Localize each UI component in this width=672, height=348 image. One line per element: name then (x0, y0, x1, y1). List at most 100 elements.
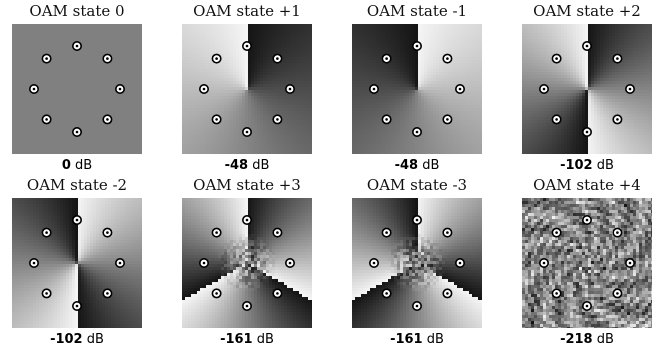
phase-plot (182, 24, 312, 154)
antenna-marker (285, 83, 296, 94)
antenna-marker (411, 301, 422, 312)
panel-title: OAM state +3 (193, 176, 301, 194)
attenuation-caption: 0 dB (2, 158, 152, 174)
panel-title: OAM state +1 (193, 2, 301, 20)
antenna-marker (442, 53, 453, 64)
phase-plot (352, 198, 482, 328)
attenuation-value: -48 (224, 158, 249, 173)
antenna-marker (581, 301, 592, 312)
antenna-marker (455, 257, 466, 268)
antenna-marker (368, 257, 379, 268)
phase-plot (352, 24, 482, 154)
antenna-marker (41, 227, 52, 238)
attenuation-unit: dB (75, 158, 93, 173)
attenuation-unit: dB (86, 332, 104, 347)
attenuation-value: -161 (390, 332, 423, 347)
attenuation-value: -161 (220, 332, 253, 347)
attenuation-value: -102 (560, 158, 593, 173)
antenna-marker (581, 127, 592, 138)
antenna-marker (211, 227, 222, 238)
antenna-marker (198, 257, 209, 268)
panel-title: OAM state -1 (366, 2, 468, 20)
attenuation-unit: dB (256, 332, 274, 347)
antenna-marker (272, 114, 283, 125)
antenna-marker (272, 288, 283, 299)
antenna-marker (538, 257, 549, 268)
antenna-marker (411, 40, 422, 51)
phase-plot (12, 24, 142, 154)
antenna-marker (411, 214, 422, 225)
phase-plot (182, 198, 312, 328)
antenna-marker (71, 214, 82, 225)
phase-pattern (352, 198, 482, 328)
antenna-marker (41, 114, 52, 125)
phase-plot (522, 198, 652, 328)
antenna-marker (581, 214, 592, 225)
attenuation-unit: dB (422, 158, 440, 173)
attenuation-caption: -218 dB (512, 332, 662, 348)
antenna-marker (241, 40, 252, 51)
antenna-marker (198, 83, 209, 94)
antenna-marker (538, 83, 549, 94)
panel-title: OAM state +4 (533, 176, 641, 194)
attenuation-caption: -48 dB (342, 158, 492, 174)
antenna-marker (71, 40, 82, 51)
attenuation-unit: dB (596, 158, 614, 173)
antenna-marker (102, 114, 113, 125)
attenuation-value: 0 (61, 158, 71, 173)
antenna-marker (241, 301, 252, 312)
antenna-marker (41, 288, 52, 299)
antenna-marker (241, 127, 252, 138)
attenuation-caption: -161 dB (342, 332, 492, 348)
antenna-marker (272, 53, 283, 64)
antenna-marker (581, 40, 592, 51)
antenna-marker (71, 301, 82, 312)
antenna-marker (211, 53, 222, 64)
antenna-marker (115, 83, 126, 94)
phase-plot (12, 198, 142, 328)
phase-pattern (352, 24, 482, 154)
attenuation-unit: dB (596, 332, 614, 347)
antenna-marker (612, 227, 623, 238)
antenna-marker (411, 127, 422, 138)
antenna-marker (442, 114, 453, 125)
antenna-marker (381, 53, 392, 64)
antenna-marker (381, 227, 392, 238)
antenna-marker (612, 53, 623, 64)
antenna-marker (381, 288, 392, 299)
panel-title: OAM state +2 (533, 2, 641, 20)
attenuation-value: -218 (560, 332, 593, 347)
antenna-marker (625, 257, 636, 268)
antenna-marker (102, 227, 113, 238)
phase-plot (522, 24, 652, 154)
antenna-marker (612, 288, 623, 299)
antenna-marker (368, 83, 379, 94)
attenuation-value: -102 (50, 332, 83, 347)
phase-pattern (522, 198, 652, 328)
antenna-marker (612, 114, 623, 125)
attenuation-caption: -48 dB (172, 158, 322, 174)
attenuation-unit: dB (426, 332, 444, 347)
antenna-marker (71, 127, 82, 138)
antenna-marker (28, 83, 39, 94)
antenna-marker (455, 83, 466, 94)
antenna-marker (272, 227, 283, 238)
antenna-marker (551, 227, 562, 238)
antenna-marker (442, 227, 453, 238)
antenna-marker (625, 83, 636, 94)
attenuation-caption: -102 dB (512, 158, 662, 174)
antenna-marker (28, 257, 39, 268)
antenna-marker (41, 53, 52, 64)
phase-pattern (522, 24, 652, 154)
antenna-marker (442, 288, 453, 299)
antenna-marker (241, 214, 252, 225)
attenuation-caption: -102 dB (2, 332, 152, 348)
antenna-marker (551, 288, 562, 299)
phase-pattern (182, 24, 312, 154)
antenna-marker (551, 114, 562, 125)
attenuation-caption: -161 dB (172, 332, 322, 348)
panel-title: OAM state -2 (26, 176, 128, 194)
panel-title: OAM state 0 (29, 2, 125, 20)
antenna-marker (285, 257, 296, 268)
antenna-marker (211, 114, 222, 125)
